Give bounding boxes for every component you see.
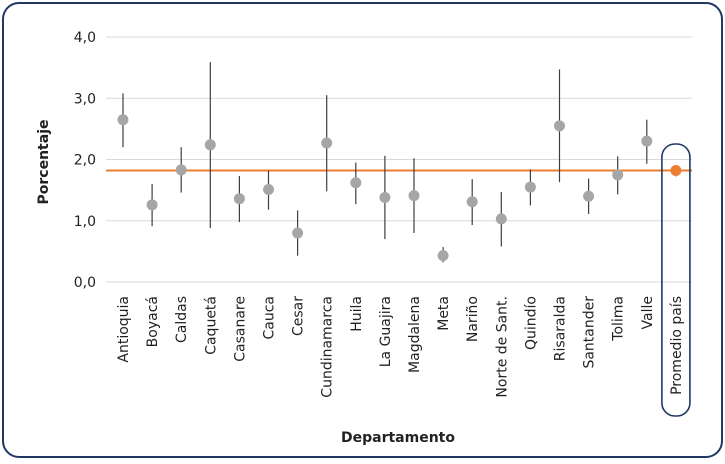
category-label: Caldas [174, 296, 190, 343]
highlight-layer [661, 143, 691, 417]
data-point [204, 139, 216, 151]
highlight-box [661, 143, 691, 417]
category-label: Risaralda [553, 296, 569, 361]
y-axis-title: Porcentaje [36, 120, 52, 205]
data-point [495, 213, 507, 225]
data-point [263, 184, 274, 196]
data-point [233, 193, 245, 205]
x-category-labels: Antioquia Boyacá Caldas Caquetá Casanare Cauc… [116, 296, 685, 398]
data-point [641, 135, 653, 147]
data-point [554, 120, 565, 132]
y-tick-label: 3,0 [74, 91, 96, 107]
category-label: Caquetá [203, 296, 219, 355]
category-label: Huila [349, 296, 365, 332]
category-label: Cauca [262, 296, 278, 340]
data-point [466, 196, 478, 208]
category-label: Cundinamarca [320, 296, 336, 398]
data-point [321, 137, 333, 149]
data-point [437, 250, 449, 262]
category-label: Promedio país [669, 296, 685, 395]
y-tick-label: 1,0 [74, 214, 96, 230]
category-label: Norte de Sant. [494, 296, 510, 398]
data-point [175, 164, 187, 176]
category-label: Santander [582, 296, 598, 369]
category-label: Tolima [611, 296, 627, 342]
data-point [146, 199, 158, 211]
data-point [292, 227, 304, 239]
data-points [117, 114, 682, 262]
data-point [117, 114, 129, 126]
y-tick-label: 2,0 [74, 153, 96, 169]
category-label: Casanare [232, 296, 248, 362]
y-tick-label: 4,0 [74, 30, 96, 46]
chart-frame [2, 2, 723, 458]
category-label: Antioquia [116, 296, 132, 363]
category-label: Boyacá [145, 296, 161, 347]
data-point [670, 165, 682, 177]
grid-lines [106, 36, 692, 283]
data-point [612, 169, 624, 181]
data-point [524, 181, 536, 193]
category-label: Cesar [291, 296, 307, 336]
data-point [408, 190, 420, 202]
category-label: Magdalena [407, 296, 423, 373]
data-point [583, 190, 595, 202]
category-label: Quindío [523, 296, 539, 350]
category-label: Valle [640, 296, 656, 329]
y-tick-labels: 0,0 1,0 2,0 3,0 4,0 [74, 30, 96, 291]
category-label: Meta [436, 296, 452, 331]
data-point [379, 191, 391, 203]
y-tick-label: 0,0 [74, 275, 96, 291]
category-label: Nariño [465, 296, 481, 342]
x-axis-title: Departamento [341, 430, 455, 446]
data-point [350, 177, 362, 189]
category-label: La Guajira [378, 296, 394, 367]
